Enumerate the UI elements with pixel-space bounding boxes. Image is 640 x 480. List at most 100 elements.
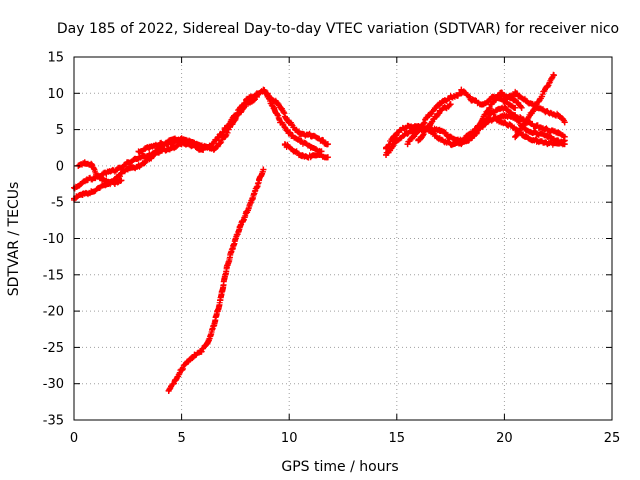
data-point xyxy=(204,340,211,347)
data-point xyxy=(296,130,303,137)
data-point xyxy=(404,141,411,148)
data-point xyxy=(197,348,204,355)
data-point xyxy=(544,141,551,148)
data-point xyxy=(299,152,306,159)
data-point xyxy=(383,152,390,159)
data-points xyxy=(71,71,568,394)
data-point xyxy=(415,126,422,133)
marker-cluster xyxy=(135,93,260,156)
data-point xyxy=(114,166,121,173)
data-point xyxy=(533,122,540,129)
y-tick-label: 0 xyxy=(56,159,64,174)
data-point xyxy=(497,90,504,97)
data-point xyxy=(393,137,400,144)
y-tick-label: -15 xyxy=(43,268,64,283)
y-tick-label: 5 xyxy=(56,123,64,138)
data-point xyxy=(253,93,260,100)
series-track-a xyxy=(71,86,325,192)
data-point xyxy=(157,148,164,155)
data-point xyxy=(103,177,110,184)
data-point xyxy=(404,130,411,137)
data-point xyxy=(290,148,297,155)
y-tick-label: -5 xyxy=(51,196,64,211)
data-point xyxy=(316,152,323,159)
data-point xyxy=(544,126,551,133)
data-point xyxy=(533,130,540,137)
data-point xyxy=(393,130,400,137)
series-track-d xyxy=(135,93,260,156)
data-point xyxy=(271,104,278,111)
data-point xyxy=(555,112,562,119)
data-point xyxy=(210,146,217,153)
data-point xyxy=(277,119,284,126)
data-point xyxy=(436,135,443,142)
data-point xyxy=(286,119,293,126)
data-point xyxy=(296,137,303,144)
data-point xyxy=(544,133,551,140)
data-point xyxy=(415,137,422,144)
data-point xyxy=(83,177,90,184)
data-point xyxy=(124,166,131,173)
x-axis-label: GPS time / hours xyxy=(281,459,398,475)
data-point xyxy=(318,137,325,144)
data-point xyxy=(501,119,508,126)
data-point xyxy=(210,322,217,329)
data-point xyxy=(522,97,529,104)
x-tick-label: 20 xyxy=(496,431,513,446)
data-point xyxy=(490,108,497,115)
data-point xyxy=(486,104,493,111)
data-point xyxy=(512,115,519,122)
data-point xyxy=(165,387,172,394)
data-point xyxy=(447,93,454,100)
data-point xyxy=(550,72,557,79)
data-point xyxy=(561,119,568,126)
data-point xyxy=(464,137,471,144)
data-point xyxy=(479,101,486,108)
data-point xyxy=(189,138,196,145)
x-tick-label: 25 xyxy=(604,431,621,446)
data-point xyxy=(243,101,250,108)
data-point xyxy=(426,122,433,129)
data-point xyxy=(146,144,153,151)
x-tick-label: 10 xyxy=(281,431,298,446)
data-point xyxy=(77,181,84,188)
marker-cluster xyxy=(165,166,267,394)
data-point xyxy=(533,137,540,144)
data-point xyxy=(501,104,508,111)
y-tick-label: 15 xyxy=(47,51,64,66)
data-point xyxy=(404,122,411,129)
data-point xyxy=(172,377,179,384)
data-point xyxy=(561,141,568,148)
data-point xyxy=(281,141,288,148)
data-point xyxy=(512,126,519,133)
data-point xyxy=(518,104,525,111)
data-point xyxy=(111,181,118,188)
data-point xyxy=(324,154,331,161)
data-point xyxy=(512,104,519,111)
data-point xyxy=(243,210,250,217)
data-point xyxy=(286,130,293,137)
data-point xyxy=(135,155,142,162)
y-tick-label: -30 xyxy=(43,377,64,392)
data-point xyxy=(264,91,271,98)
data-point xyxy=(324,141,331,148)
y-axis-label: SDTVAR / TECUs xyxy=(6,182,22,297)
data-point xyxy=(88,161,95,168)
data-point xyxy=(447,133,454,140)
data-point xyxy=(544,108,551,115)
data-point xyxy=(223,264,230,271)
series-track-p xyxy=(490,112,568,148)
data-point xyxy=(383,144,390,151)
data-point xyxy=(118,177,125,184)
data-point xyxy=(522,133,529,140)
data-point xyxy=(96,184,103,191)
data-point xyxy=(436,101,443,108)
data-point xyxy=(236,224,243,231)
series-track-g xyxy=(281,141,331,161)
data-point xyxy=(185,358,192,365)
data-point xyxy=(501,97,508,104)
data-point xyxy=(512,133,519,140)
data-point xyxy=(249,195,256,202)
data-point xyxy=(124,159,131,166)
data-point xyxy=(522,119,529,126)
